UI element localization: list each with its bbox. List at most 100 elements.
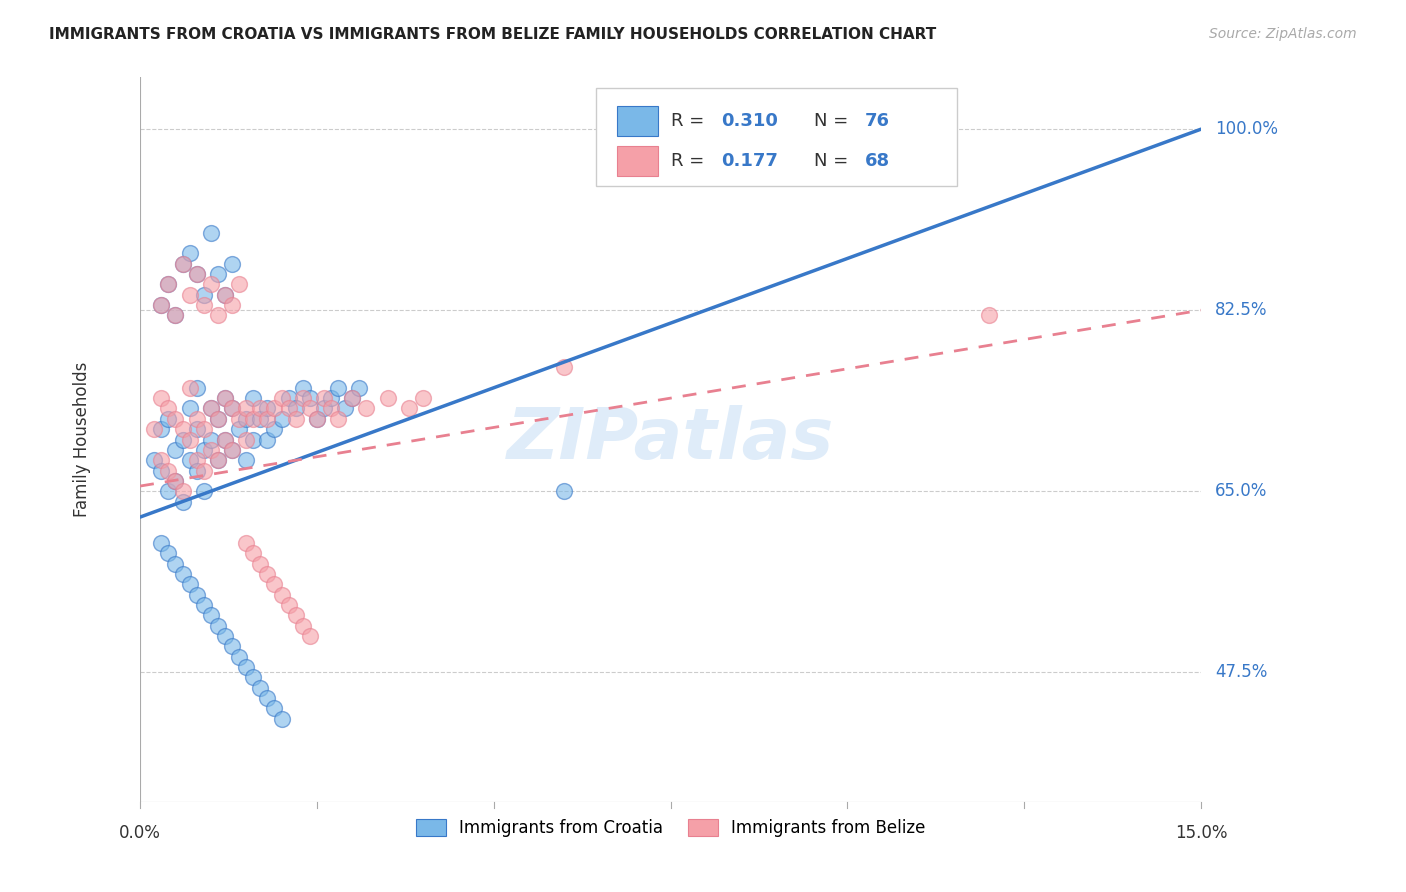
Point [200, 226, 222, 240]
FancyBboxPatch shape [596, 88, 957, 186]
Point [291, 381, 314, 395]
Point [221, 257, 243, 271]
Point [214, 629, 236, 643]
Point [270, 391, 292, 405]
FancyBboxPatch shape [617, 105, 658, 136]
Point [193, 442, 215, 457]
Text: 76: 76 [865, 112, 890, 130]
Point [214, 287, 236, 301]
Point [179, 381, 201, 395]
Point [165, 309, 187, 323]
Point [342, 391, 364, 405]
Point [207, 453, 229, 467]
Point [256, 433, 278, 447]
Point [263, 401, 285, 416]
Point [270, 588, 292, 602]
Point [242, 391, 264, 405]
Point [221, 401, 243, 416]
Point [349, 381, 371, 395]
Point [335, 401, 357, 416]
Point [143, 422, 166, 436]
Point [377, 391, 399, 405]
Point [298, 391, 321, 405]
Point [553, 360, 575, 375]
Point [326, 381, 349, 395]
Point [284, 401, 307, 416]
Point [837, 122, 859, 136]
Point [214, 433, 236, 447]
Point [291, 391, 314, 405]
Point [179, 577, 201, 591]
Text: 82.5%: 82.5% [1215, 301, 1268, 319]
Point [157, 484, 180, 499]
Point [228, 412, 250, 426]
Point [256, 401, 278, 416]
Point [263, 577, 285, 591]
Point [207, 412, 229, 426]
Point [172, 566, 194, 581]
Point [165, 309, 187, 323]
Point [143, 453, 166, 467]
Point [186, 464, 208, 478]
Point [277, 401, 299, 416]
Point [242, 433, 264, 447]
Text: 100.0%: 100.0% [1215, 120, 1278, 138]
Point [200, 442, 222, 457]
Text: Family Households: Family Households [73, 362, 90, 517]
Point [242, 546, 264, 560]
Text: IMMIGRANTS FROM CROATIA VS IMMIGRANTS FROM BELIZE FAMILY HOUSEHOLDS CORRELATION : IMMIGRANTS FROM CROATIA VS IMMIGRANTS FR… [49, 27, 936, 42]
Point [214, 287, 236, 301]
Text: N =: N = [814, 112, 853, 130]
Point [172, 257, 194, 271]
Point [277, 598, 299, 612]
Point [277, 391, 299, 405]
Point [193, 598, 215, 612]
Point [356, 401, 378, 416]
Point [249, 557, 271, 571]
Point [235, 536, 257, 550]
Point [150, 298, 173, 312]
Point [200, 401, 222, 416]
Point [221, 298, 243, 312]
Point [157, 546, 180, 560]
Point [298, 401, 321, 416]
Point [207, 267, 229, 281]
Point [228, 277, 250, 292]
Point [284, 608, 307, 623]
Point [165, 474, 187, 488]
Point [207, 618, 229, 632]
Point [398, 401, 420, 416]
Point [172, 257, 194, 271]
Text: R =: R = [671, 112, 710, 130]
Point [193, 422, 215, 436]
Point [214, 391, 236, 405]
Text: R =: R = [671, 152, 710, 169]
Point [235, 453, 257, 467]
Point [193, 287, 215, 301]
Point [150, 298, 173, 312]
Point [157, 464, 180, 478]
Point [249, 401, 271, 416]
Point [193, 298, 215, 312]
Point [179, 401, 201, 416]
Point [157, 401, 180, 416]
Point [186, 422, 208, 436]
Text: Source: ZipAtlas.com: Source: ZipAtlas.com [1209, 27, 1357, 41]
Point [977, 309, 1000, 323]
Point [150, 536, 173, 550]
Legend: Immigrants from Croatia, Immigrants from Belize: Immigrants from Croatia, Immigrants from… [409, 813, 932, 844]
Point [342, 391, 364, 405]
Point [150, 391, 173, 405]
Point [249, 412, 271, 426]
Point [193, 464, 215, 478]
Point [200, 277, 222, 292]
Point [179, 433, 201, 447]
Point [298, 629, 321, 643]
Point [221, 442, 243, 457]
Point [150, 422, 173, 436]
Point [270, 712, 292, 726]
Point [186, 267, 208, 281]
FancyBboxPatch shape [617, 145, 658, 176]
Point [157, 277, 180, 292]
Point [312, 401, 335, 416]
